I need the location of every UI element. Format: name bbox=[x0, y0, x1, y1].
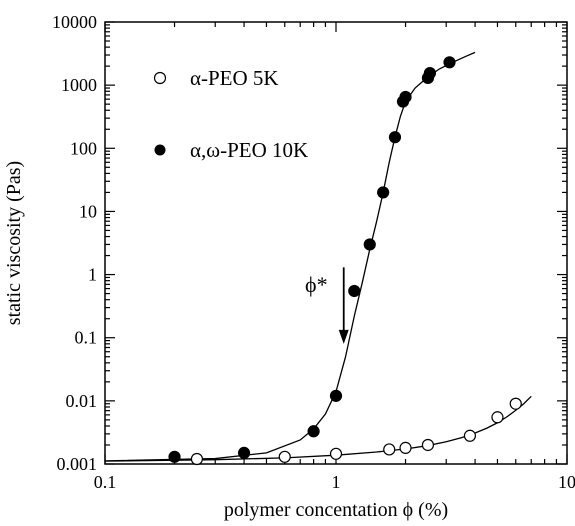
data-point-filled bbox=[307, 425, 320, 438]
y-tick-label: 10000 bbox=[52, 12, 97, 32]
fit-curves bbox=[104, 51, 532, 462]
data-point-open bbox=[463, 429, 477, 442]
data-point-open bbox=[383, 443, 396, 456]
legend-label-alpha-omega-peo-10k: α,ω-PEO 10K bbox=[190, 138, 308, 162]
data-point-open bbox=[509, 397, 522, 410]
data-point-open bbox=[421, 438, 435, 452]
data-point-filled bbox=[443, 56, 456, 69]
data-point-open bbox=[491, 411, 504, 424]
y-tick-label: 0.01 bbox=[66, 391, 98, 411]
phi-star-arrow-head bbox=[338, 329, 349, 344]
data-points bbox=[168, 56, 522, 466]
data-point-filled bbox=[399, 90, 412, 104]
data-point-filled bbox=[168, 450, 181, 463]
fit-curve-series-1 bbox=[104, 51, 476, 462]
x-tick-label: 0.1 bbox=[94, 472, 117, 492]
y-tick-labels: 0.001 0.01 0.1 1 10 100 1000 10000 bbox=[52, 12, 97, 474]
legend-label-alpha-peo-5k: α-PEO 5K bbox=[190, 66, 279, 90]
data-point-filled bbox=[423, 67, 437, 80]
x-axis-title: polymer concentation ϕ (%) bbox=[224, 499, 448, 521]
x-tick-label: 10 bbox=[558, 472, 575, 492]
x-tick-labels: 0.1 1 10 bbox=[94, 472, 575, 492]
axis-ticks bbox=[104, 21, 568, 465]
data-point-filled bbox=[363, 238, 376, 251]
data-point-open bbox=[278, 450, 291, 463]
legend-marker-filled-circle bbox=[154, 144, 166, 156]
data-point-filled bbox=[237, 446, 251, 459]
data-point-open bbox=[190, 452, 204, 466]
phi-star-annotation: ϕ* bbox=[305, 267, 349, 344]
data-point-filled bbox=[377, 186, 390, 199]
y-tick-label: 1 bbox=[88, 265, 97, 285]
y-tick-label: 0.1 bbox=[75, 328, 98, 348]
data-point-open bbox=[399, 441, 412, 454]
data-point-filled bbox=[388, 131, 402, 144]
data-point-filled bbox=[348, 284, 361, 298]
x-tick-label: 1 bbox=[332, 472, 341, 492]
data-point-filled bbox=[329, 389, 343, 402]
y-tick-label: 10 bbox=[79, 201, 97, 221]
y-axis-title: static viscosity (Pas) bbox=[3, 161, 25, 325]
data-point-open bbox=[329, 447, 343, 460]
phi-star-label: ϕ* bbox=[305, 272, 328, 297]
y-tick-label: 0.001 bbox=[57, 454, 98, 474]
legend-marker-open-circle bbox=[153, 71, 167, 85]
y-tick-label: 1000 bbox=[61, 75, 97, 95]
y-tick-label: 100 bbox=[70, 138, 97, 158]
fit-curve-series-0 bbox=[104, 395, 532, 462]
legend: α-PEO 5K α,ω-PEO 10K bbox=[153, 66, 308, 162]
